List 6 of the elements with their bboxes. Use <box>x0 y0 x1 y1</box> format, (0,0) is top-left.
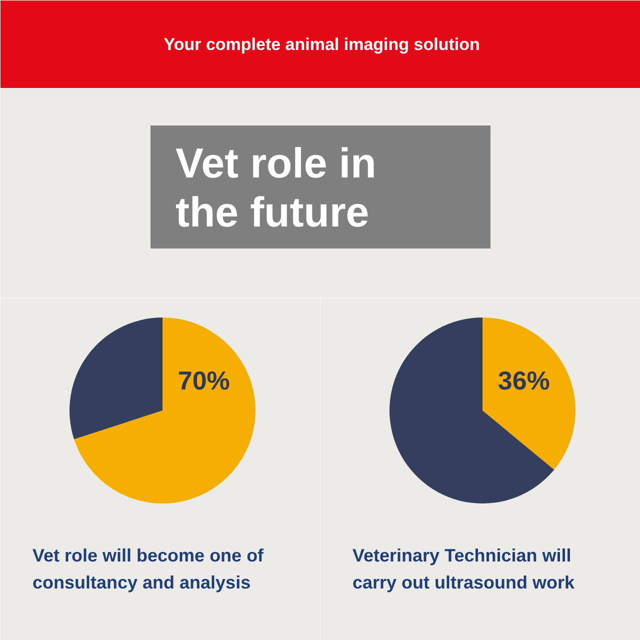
text: Veterinary Technician will carry out ultrasound work <box>352 546 576 592</box>
text: Vet role in the future <box>176 139 376 236</box>
text: Vet role will become one of consultancy and analysis <box>32 546 265 592</box>
text: Your complete animal imaging solution <box>164 35 480 54</box>
data-label: 36% <box>498 365 550 396</box>
data-label: 70% <box>178 365 230 396</box>
